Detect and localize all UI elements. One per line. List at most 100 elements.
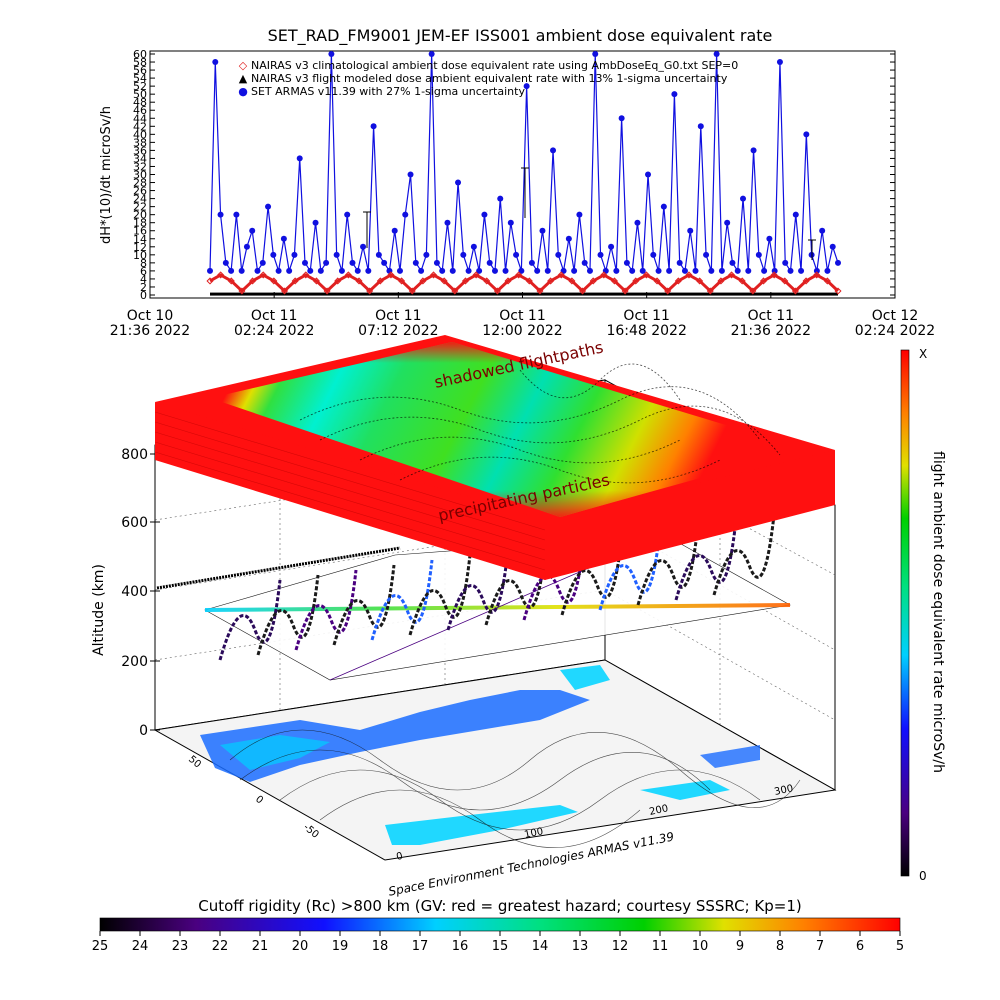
nairas-point [472, 271, 480, 279]
armas-point [476, 267, 483, 274]
nairas-point [515, 271, 523, 279]
armas-point [634, 219, 641, 226]
nairas-point [547, 277, 555, 285]
armas-point [798, 267, 805, 274]
nairas-point [493, 287, 501, 295]
armas-point [270, 251, 277, 258]
armas-point [444, 219, 451, 226]
flight-track-wave [636, 524, 700, 606]
armas-point [396, 267, 403, 274]
nairas-climatological-line [209, 273, 840, 294]
horizontal-colorbar-label: Cutoff rigidity (Rc) >800 km (GV: red = … [198, 897, 801, 915]
legend-label: NAIRAS v3 climatological ambient dose eq… [251, 59, 738, 72]
armas-point [629, 267, 636, 274]
y-tick-label: 50 [133, 88, 147, 101]
armas-point [671, 91, 678, 98]
armas-point [824, 267, 831, 274]
y-tick-label: 24 [133, 193, 147, 206]
floor-x-tick-label: 300 [773, 783, 794, 798]
armas-point [354, 267, 361, 274]
nairas-point [323, 287, 331, 295]
armas-point [571, 267, 578, 274]
armas-point [523, 83, 530, 90]
colorbar-tick-label: 5 [896, 939, 904, 954]
horizontal-colorbar: Cutoff rigidity (Rc) >800 km (GV: red = … [92, 897, 904, 954]
horizontal-colorbar-gradient [99, 917, 901, 932]
armas-point [265, 203, 272, 210]
flight-track-wave [218, 579, 282, 661]
flight-track-waves [218, 514, 776, 661]
slab-shadow-paths [299, 363, 781, 484]
armas-point [697, 123, 704, 130]
nairas-point [525, 277, 533, 285]
flight-track-layer [156, 514, 791, 681]
armas-point [687, 227, 694, 234]
x-tick-time-label: 02:24 2022 [234, 323, 314, 339]
nairas-point [536, 287, 544, 295]
flight-track-wave [674, 519, 738, 601]
armas-point [491, 267, 498, 274]
nairas-point [249, 277, 257, 285]
armas-point [460, 251, 467, 258]
vertical-colorbar-bottom-label: 0 [919, 869, 927, 883]
armas-point [323, 259, 330, 266]
nairas-point [813, 271, 821, 279]
armas-point [238, 267, 245, 274]
nairas-point [291, 277, 299, 285]
colorbar-tick-label: 9 [736, 939, 744, 954]
armas-point [618, 115, 625, 122]
armas-point [745, 267, 752, 274]
x-tick-date-label: Oct 11 [499, 308, 545, 324]
armas-point [660, 203, 667, 210]
legend-symbol: ◇ [239, 59, 248, 72]
nairas-point [632, 277, 640, 285]
nairas-point [259, 271, 267, 279]
armas-point [513, 251, 520, 258]
armas-point [439, 267, 446, 274]
armas-point [349, 259, 356, 266]
x-tick-time-label: 02:24 2022 [855, 323, 935, 339]
colorbar-tick-label: 24 [132, 939, 149, 954]
nairas-point [738, 277, 746, 285]
armas-point [296, 155, 303, 162]
armas-point [602, 267, 609, 274]
armas-point [407, 171, 414, 178]
y-tick-label: 30 [133, 169, 147, 182]
colorbar-tick-label: 6 [856, 939, 864, 954]
floor-tick-labels: 0 100 200 300 -50 0 50 [186, 754, 794, 863]
legend-label: NAIRAS v3 flight modeled dose ambient eq… [251, 72, 728, 85]
colorbar-tick-label: 15 [492, 939, 509, 954]
x-tick-date-label: Oct 11 [375, 308, 421, 324]
y-tick-label: 16 [133, 225, 147, 238]
armas-point [328, 51, 335, 57]
legend: ◇ NAIRAS v3 climatological ambient dose e… [238, 59, 738, 98]
floor-x-tick-label: 0 [395, 851, 404, 863]
altitude-tick-label: 200 [121, 654, 148, 670]
armas-point [713, 51, 720, 57]
nairas-point [621, 287, 629, 295]
colorbar-tick-label: 25 [92, 939, 109, 954]
nairas-point [674, 277, 682, 285]
x-tick-time-label: 21:36 2022 [731, 323, 811, 339]
armas-point [486, 259, 493, 266]
armas-point [703, 251, 710, 258]
x-tick-date-label: Oct 11 [251, 308, 297, 324]
armas-point [819, 227, 826, 234]
nairas-point [579, 287, 587, 295]
armas-point [228, 267, 235, 274]
colorbar-tick-label: 19 [332, 939, 349, 954]
series-marks [206, 51, 842, 296]
armas-point [428, 51, 435, 57]
colorbar-tick-label: 21 [252, 939, 269, 954]
colorbar-tick-label: 10 [692, 939, 709, 954]
nairas-point [206, 277, 214, 285]
y-tick-label: 34 [133, 152, 147, 165]
flight-track-wave [294, 569, 358, 651]
map-continents [200, 665, 760, 845]
y-tick-label: 42 [133, 120, 147, 133]
y-tick-label: 8 [140, 257, 147, 270]
nairas-point [334, 277, 342, 285]
chart-title: SET_RAD_FM9001 JEM-EF ISS001 ambient dos… [268, 26, 773, 46]
armas-point [740, 195, 747, 202]
y-tick-label: 52 [133, 80, 147, 93]
